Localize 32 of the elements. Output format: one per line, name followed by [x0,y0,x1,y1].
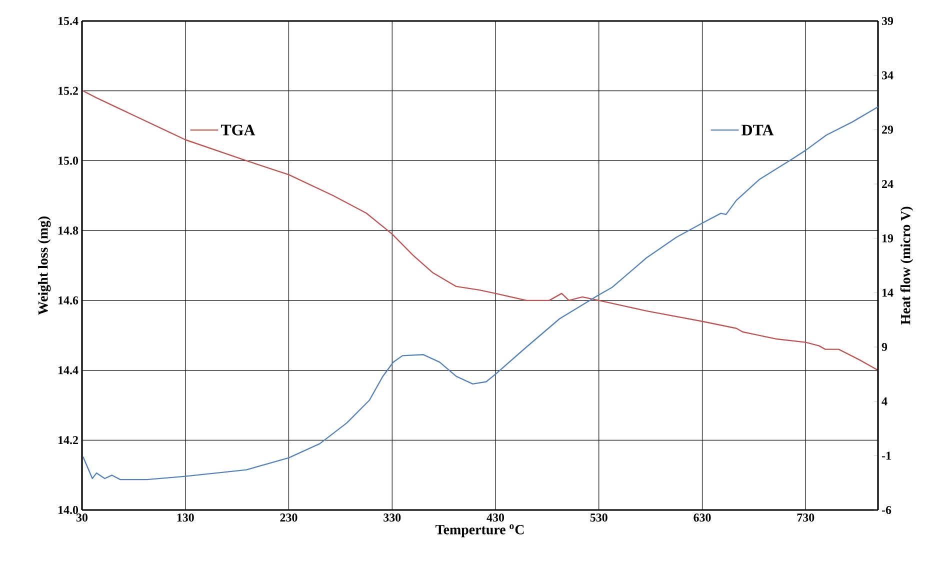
y-tick-label: 14.0 [58,506,78,514]
x-tick-label: 330 [384,514,401,522]
y-tick-label: 15.4 [58,16,78,26]
y2-tick-label: 14 [882,288,894,297]
y2-tick-label: 19 [882,234,894,242]
x-tick-label: 30 [76,514,88,522]
line-series [82,90,879,371]
x-axis-title: Temperture $^{o}$C [436,524,524,538]
y2-tick-label: 4 [882,397,888,406]
y2-tick-label: -6 [882,506,892,514]
y-tick-label: 14.4 [58,366,78,374]
legend-label: TGA [220,124,256,136]
y2-tick-label: 24 [882,180,894,188]
y2-tick-label: 9 [882,342,888,352]
y-tick-label: 15.2 [58,86,78,95]
y-tick-label: 14.6 [58,296,78,304]
y2-tick-label: 39 [882,16,894,26]
legend-label: DTA [742,124,774,136]
x-tick-label: 130 [177,514,194,522]
y-axis-title: Weight loss (mg) [38,216,51,315]
x-tick-label: 530 [590,514,608,522]
x-tick-label: 730 [797,514,814,522]
x-tick-label: 630 [694,514,711,522]
y2-tick-label: -1 [882,452,891,460]
x-tick-label: 230 [280,514,298,522]
y-tick-label: 14.8 [58,226,78,235]
x-tick-label: 430 [486,514,504,522]
y2-tick-label: 34 [882,71,894,80]
y2-axis-title: Heat flow (micro V) [900,206,914,325]
y2-tick-label: 29 [882,126,894,134]
y-tick-label: 14.2 [58,436,78,444]
y-tick-label: 15.0 [58,156,78,165]
